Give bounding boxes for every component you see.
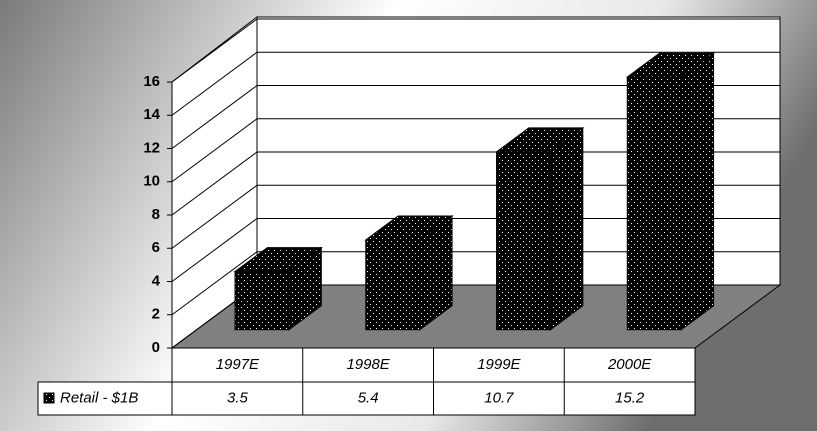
grid-line bbox=[171, 18, 258, 83]
bar bbox=[234, 271, 290, 331]
y-tick-label: 2 bbox=[152, 306, 160, 323]
y-tick-label: 16 bbox=[143, 73, 160, 90]
grid-line bbox=[171, 218, 258, 282]
y-tick-label: 6 bbox=[152, 239, 160, 256]
data-label: 5.4 bbox=[358, 389, 379, 406]
data-label: 3.5 bbox=[227, 389, 249, 406]
legend-marker bbox=[43, 392, 55, 404]
grid-line bbox=[171, 85, 258, 149]
x-tick-label: 1999E bbox=[477, 356, 521, 373]
y-tick-label: 10 bbox=[143, 173, 160, 190]
y-tick-label: 4 bbox=[152, 272, 161, 289]
x-tick-label: 1998E bbox=[346, 356, 390, 373]
bar bbox=[496, 151, 552, 331]
table-row bbox=[37, 381, 696, 416]
x-tick-label: 2000E bbox=[607, 356, 652, 373]
legend-label: Retail - $1B bbox=[60, 389, 138, 406]
bar-side bbox=[550, 126, 584, 331]
grid-line bbox=[171, 51, 258, 116]
grid-line bbox=[171, 184, 258, 249]
y-tick-label: 8 bbox=[152, 206, 160, 223]
x-tick-label: 1997E bbox=[216, 356, 260, 373]
data-label: 10.7 bbox=[484, 389, 514, 406]
data-label: 15.2 bbox=[615, 389, 645, 406]
grid-line bbox=[171, 251, 258, 316]
grid-line bbox=[171, 151, 258, 216]
grid-line bbox=[171, 118, 258, 183]
bar bbox=[626, 76, 682, 331]
y-tick-label: 0 bbox=[152, 339, 160, 356]
y-tick-label: 12 bbox=[143, 139, 160, 156]
y-tick-label: 14 bbox=[143, 106, 160, 123]
bar-side bbox=[680, 52, 715, 331]
bar bbox=[365, 239, 421, 331]
